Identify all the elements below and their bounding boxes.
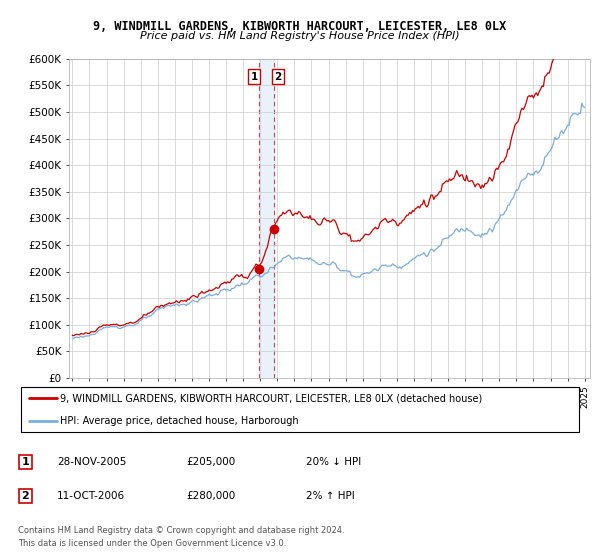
Text: 2% ↑ HPI: 2% ↑ HPI	[306, 491, 355, 501]
Text: Contains HM Land Registry data © Crown copyright and database right 2024.: Contains HM Land Registry data © Crown c…	[18, 526, 344, 535]
Text: Price paid vs. HM Land Registry's House Price Index (HPI): Price paid vs. HM Land Registry's House …	[140, 31, 460, 41]
Text: 11-OCT-2006: 11-OCT-2006	[57, 491, 125, 501]
FancyBboxPatch shape	[21, 387, 579, 432]
Text: £205,000: £205,000	[186, 457, 235, 467]
Text: 2: 2	[274, 72, 281, 82]
Bar	[259, 59, 274, 378]
Text: 1: 1	[21, 457, 29, 467]
Text: This data is licensed under the Open Government Licence v3.0.: This data is licensed under the Open Gov…	[18, 539, 286, 548]
Text: HPI: Average price, detached house, Harborough: HPI: Average price, detached house, Harb…	[60, 416, 299, 426]
Text: 1: 1	[251, 72, 258, 82]
Text: 9, WINDMILL GARDENS, KIBWORTH HARCOURT, LEICESTER, LE8 0LX (detached house): 9, WINDMILL GARDENS, KIBWORTH HARCOURT, …	[60, 393, 482, 403]
Text: £280,000: £280,000	[186, 491, 235, 501]
Text: 20% ↓ HPI: 20% ↓ HPI	[306, 457, 361, 467]
Text: 2: 2	[21, 491, 29, 501]
Text: 9, WINDMILL GARDENS, KIBWORTH HARCOURT, LEICESTER, LE8 0LX: 9, WINDMILL GARDENS, KIBWORTH HARCOURT, …	[94, 20, 506, 32]
Text: 28-NOV-2005: 28-NOV-2005	[57, 457, 127, 467]
FancyBboxPatch shape	[19, 455, 32, 469]
FancyBboxPatch shape	[19, 488, 32, 503]
